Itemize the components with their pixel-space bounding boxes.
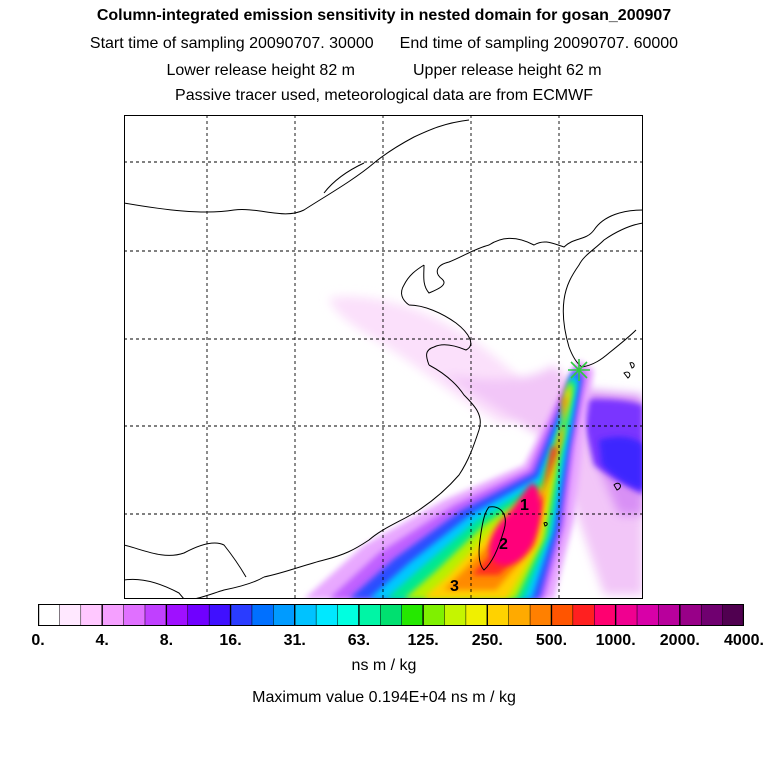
upper-release-text: Upper release height 62 m bbox=[413, 62, 602, 79]
color-scale-swatch bbox=[722, 604, 744, 626]
color-scale-swatch bbox=[700, 604, 724, 626]
color-scale-swatch bbox=[401, 604, 424, 626]
color-scale-swatch bbox=[315, 604, 339, 626]
color-scale-swatch bbox=[422, 604, 446, 626]
color-scale-label: 250. bbox=[471, 632, 503, 649]
color-scale-swatch bbox=[123, 604, 146, 626]
color-scale-swatch bbox=[593, 604, 617, 626]
color-scale-label: 16. bbox=[219, 632, 242, 649]
color-scale-swatch bbox=[529, 604, 553, 626]
end-sampling-text: End time of sampling 20090707. 60000 bbox=[399, 35, 679, 52]
color-scale-swatch bbox=[358, 604, 382, 626]
color-scale-swatch bbox=[380, 604, 403, 626]
tracer-note: Passive tracer used, meteorological data… bbox=[175, 87, 593, 104]
color-scale-swatch bbox=[658, 604, 681, 626]
coastlines bbox=[124, 119, 643, 599]
color-scale-swatch bbox=[101, 604, 125, 626]
lat-lon-grid bbox=[124, 115, 643, 599]
color-scale-swatch bbox=[636, 604, 660, 626]
color-scale-swatch bbox=[166, 604, 189, 626]
color-scale-bar bbox=[38, 604, 744, 626]
color-scale-label: 4000. bbox=[723, 632, 764, 649]
color-scale-swatch bbox=[508, 604, 531, 626]
color-scale-swatch bbox=[572, 604, 595, 626]
color-scale-label: 2000. bbox=[659, 632, 700, 649]
lower-release-text: Lower release height 82 m bbox=[166, 62, 355, 79]
marker-label: 1 bbox=[520, 497, 529, 514]
color-scale-swatch bbox=[251, 604, 275, 626]
plot-title: Column-integrated emission sensitivity i… bbox=[96, 7, 672, 24]
sensitivity-map: 1 2 3 bbox=[124, 115, 643, 599]
color-scale-label: 31. bbox=[283, 632, 306, 649]
sampling-times: Start time of sampling 20090707. 30000 En… bbox=[0, 34, 768, 54]
color-scale-swatch bbox=[551, 604, 574, 626]
color-scale-label: 125. bbox=[407, 632, 439, 649]
color-scale-label: 1000. bbox=[595, 632, 636, 649]
color-scale-swatch bbox=[208, 604, 232, 626]
maximum-value-text: Maximum value 0.194E+04 ns m / kg bbox=[252, 689, 516, 706]
marker-label: 2 bbox=[499, 536, 508, 553]
color-scale-swatch bbox=[59, 604, 82, 626]
color-scale-label: 0. bbox=[31, 632, 45, 649]
release-site-marker bbox=[568, 359, 590, 381]
color-scale-swatch bbox=[230, 604, 253, 626]
color-scale-swatch bbox=[465, 604, 489, 626]
units-label: ns m / kg bbox=[351, 657, 417, 674]
color-scale-label: 500. bbox=[535, 632, 568, 649]
color-scale-swatch bbox=[444, 604, 467, 626]
color-scale-swatch bbox=[273, 604, 296, 626]
color-scale-swatch bbox=[679, 604, 702, 626]
color-scale-label: 63. bbox=[347, 632, 371, 649]
color-scale-swatch bbox=[144, 604, 168, 626]
color-scale-label: 4. bbox=[95, 632, 109, 649]
color-scale-swatch bbox=[337, 604, 360, 626]
release-heights: Lower release height 82 m Upper release h… bbox=[0, 61, 768, 81]
start-sampling-text: Start time of sampling 20090707. 30000 bbox=[89, 35, 374, 52]
color-scale-label: 8. bbox=[159, 632, 174, 649]
marker-label: 3 bbox=[450, 578, 459, 595]
sensitivity-field bbox=[304, 296, 643, 599]
color-scale-frame bbox=[38, 604, 744, 626]
color-scale-swatch bbox=[187, 604, 210, 626]
color-scale-swatch bbox=[294, 604, 317, 626]
color-scale-swatch bbox=[615, 604, 638, 626]
color-scale-swatch bbox=[80, 604, 103, 626]
map-frame bbox=[124, 115, 643, 599]
color-scale-swatch bbox=[38, 604, 61, 626]
color-scale-swatch bbox=[487, 604, 510, 626]
